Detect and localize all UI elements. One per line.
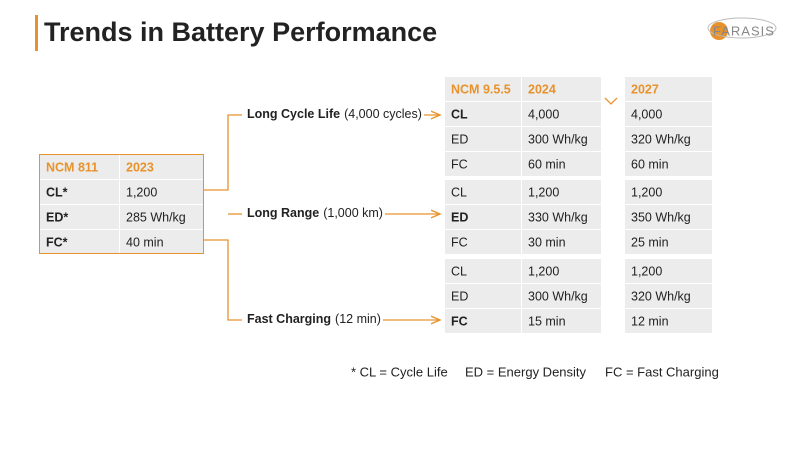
target-cell-bg <box>625 205 712 229</box>
base-cell: FC* <box>46 235 68 249</box>
base-cell-bg <box>120 180 204 204</box>
branch-name: Fast Charging <box>247 312 331 326</box>
target-cell-bg <box>522 180 601 204</box>
base-cell-bg <box>40 180 119 204</box>
target-cell-bg <box>522 309 601 333</box>
target-cell: 320 Wh/kg <box>631 132 691 146</box>
target-cell: 300 Wh/kg <box>528 132 588 146</box>
base-column-header-bg <box>40 155 119 179</box>
footnote: FC = Fast Charging <box>605 364 719 379</box>
target-cell-bg <box>445 102 521 126</box>
target-cell: CL <box>451 185 467 199</box>
target-cell-bg <box>445 309 521 333</box>
base-cell-bg <box>40 205 119 229</box>
logo-mark <box>710 22 728 40</box>
target-cell-bg <box>522 230 601 254</box>
year-arrow <box>604 97 618 105</box>
target-cell-bg <box>522 284 601 308</box>
branch-detail: (12 min) <box>335 312 381 326</box>
base-cell: 285 Wh/kg <box>126 210 186 224</box>
target-cell: ED <box>451 132 468 146</box>
target-cell: 320 Wh/kg <box>631 289 691 303</box>
branch-label: Long Cycle Life (4,000 cycles) <box>247 107 422 121</box>
connector <box>204 114 242 191</box>
base-cell-bg <box>120 230 204 254</box>
target-cell: 12 min <box>631 314 669 328</box>
footnote: ED = Energy Density <box>465 364 587 379</box>
target-cell: 1,200 <box>528 185 559 199</box>
target-cell: 1,200 <box>631 185 662 199</box>
target-cell-bg <box>522 152 601 176</box>
target-cell-bg <box>445 152 521 176</box>
target-cell: CL <box>451 264 467 278</box>
target-column-header-bg <box>522 77 601 101</box>
target-cell: 1,200 <box>631 264 662 278</box>
target-cell: CL <box>451 107 468 121</box>
base-outline <box>39 154 204 254</box>
target-column-header-bg <box>625 77 712 101</box>
target-cell-bg <box>445 205 521 229</box>
target-cell: 60 min <box>528 157 566 171</box>
target-cell-bg <box>625 152 712 176</box>
target-cell-bg <box>522 127 601 151</box>
target-cell-bg <box>625 180 712 204</box>
target-cell: 15 min <box>528 314 566 328</box>
target-column-header: 2024 <box>528 82 556 96</box>
target-column-header: 2027 <box>631 82 659 96</box>
target-cell-bg <box>445 230 521 254</box>
target-cell-bg <box>445 180 521 204</box>
target-cell-bg <box>445 284 521 308</box>
target-cell: 330 Wh/kg <box>528 210 588 224</box>
footnote: * CL = Cycle Life <box>351 364 448 379</box>
branch-name: Long Range <box>247 206 319 220</box>
target-cell-bg <box>625 284 712 308</box>
diagram: NCM 811 2023 CL* 1,200 ED* 285 Wh/kg FC* 40 min… <box>39 77 719 379</box>
target-cell: 350 Wh/kg <box>631 210 691 224</box>
target-cell: ED <box>451 210 468 224</box>
base-cell: 40 min <box>126 235 164 249</box>
target-cell: 1,200 <box>528 264 559 278</box>
target-cell: FC <box>451 235 468 249</box>
branch-label: Long Range (1,000 km) <box>247 206 383 220</box>
target-cell: 4,000 <box>528 107 559 121</box>
branch-detail: (4,000 cycles) <box>344 107 422 121</box>
target-column-header-bg <box>445 77 521 101</box>
target-cell: 30 min <box>528 235 566 249</box>
base-column-header-bg <box>120 155 204 179</box>
base-cell-bg <box>120 205 204 229</box>
target-cell-bg <box>445 259 521 283</box>
logo-ring <box>707 17 777 39</box>
target-cell-bg <box>522 102 601 126</box>
target-cell: ED <box>451 289 468 303</box>
connector <box>204 239 242 321</box>
target-cell: 300 Wh/kg <box>528 289 588 303</box>
target-cell-bg <box>522 205 601 229</box>
target-cell: 4,000 <box>631 107 662 121</box>
title-accent <box>35 15 38 51</box>
branch-name: Long Cycle Life <box>247 107 340 121</box>
branch-label: Fast Charging (12 min) <box>247 312 381 326</box>
base-column-header: 2023 <box>126 160 154 174</box>
target-column-header: NCM 9.5.5 <box>451 82 511 96</box>
target-cell-bg <box>445 127 521 151</box>
base-cell-bg <box>40 230 119 254</box>
target-cell: FC <box>451 157 468 171</box>
base-cell: ED* <box>46 210 68 224</box>
logo-text: FARASIS <box>713 23 775 38</box>
base-cell: CL* <box>46 185 68 199</box>
target-cell: 60 min <box>631 157 669 171</box>
target-cell-bg <box>625 127 712 151</box>
target-cell-bg <box>625 259 712 283</box>
target-cell-bg <box>625 309 712 333</box>
branch-detail: (1,000 km) <box>323 206 383 220</box>
target-cell: FC <box>451 314 468 328</box>
base-column-header: NCM 811 <box>46 160 98 174</box>
target-cell-bg <box>625 102 712 126</box>
target-cell: 25 min <box>631 235 669 249</box>
base-cell: 1,200 <box>126 185 157 199</box>
slide-title: Trends in Battery Performance <box>44 17 437 47</box>
target-cell-bg <box>625 230 712 254</box>
target-cell-bg <box>522 259 601 283</box>
